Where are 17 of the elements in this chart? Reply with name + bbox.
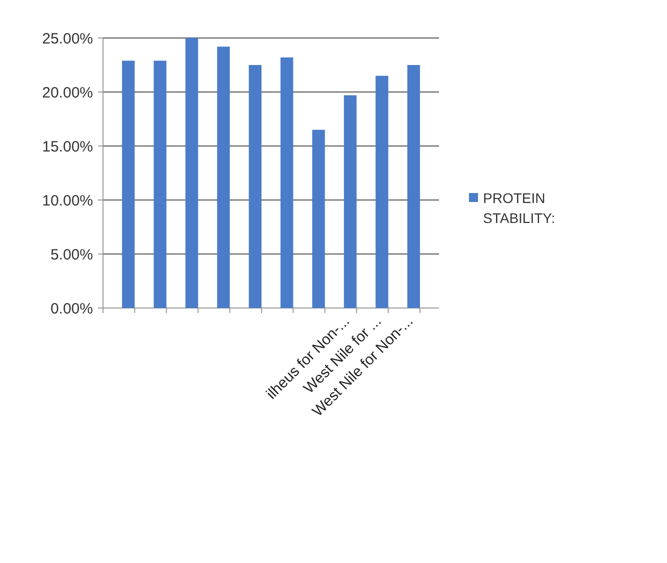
bar — [344, 95, 357, 308]
bar — [376, 76, 388, 308]
bar — [312, 130, 325, 308]
y-tick-label: 20.00% — [42, 84, 93, 102]
y-tick-label: 25.00% — [42, 30, 93, 48]
bar — [185, 38, 198, 308]
bar — [122, 60, 135, 308]
y-tick-label: 10.00% — [42, 192, 93, 210]
legend-label: PROTEIN STABILITY: — [483, 190, 556, 226]
y-tick-label: 15.00% — [42, 138, 93, 156]
y-tick-label: 5.00% — [50, 246, 93, 264]
bar — [407, 65, 420, 308]
bar — [248, 65, 262, 308]
bar — [154, 60, 166, 308]
bar — [280, 57, 294, 308]
bar — [217, 46, 230, 308]
y-tick-label: 0.00% — [50, 300, 93, 318]
